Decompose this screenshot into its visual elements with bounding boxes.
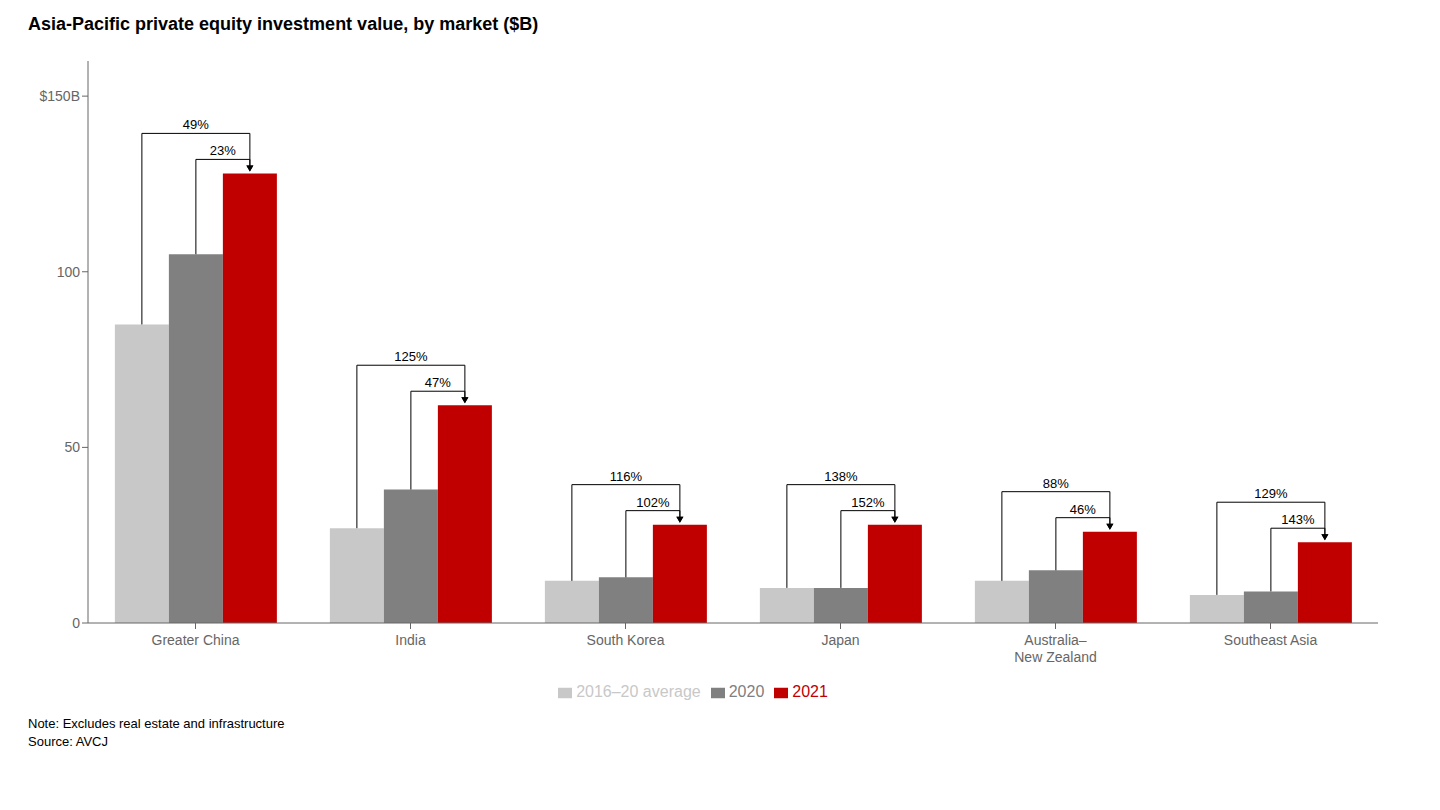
svg-text:88%: 88%	[1043, 476, 1069, 491]
svg-text:Southeast Asia: Southeast Asia	[1224, 632, 1318, 648]
svg-text:$150B: $150B	[40, 88, 80, 104]
html-text:Note: Excludes real estate and: Note: Excludes real estate and infrastru…	[28, 716, 285, 731]
svg-text:India: India	[395, 632, 426, 648]
svg-text:50: 50	[64, 439, 80, 455]
svg-text:Australia–New Zealand: Australia–New Zealand	[1014, 632, 1097, 665]
svg-text:116%: 116%	[610, 469, 643, 484]
svg-text:129%: 129%	[1254, 486, 1288, 501]
svg-text:49%: 49%	[183, 117, 209, 132]
svg-text:Japan: Japan	[821, 632, 859, 648]
svg-text:125%: 125%	[394, 349, 428, 364]
svg-text:152%: 152%	[851, 495, 885, 510]
svg-text:143%: 143%	[1281, 512, 1315, 527]
html-text:2020: 2020	[728, 683, 765, 700]
svg-text:0: 0	[72, 615, 80, 631]
html-text:Asia-Pacific private equity in: Asia-Pacific private equity investment v…	[28, 14, 539, 34]
html-text:2016–20 average: 2016–20 average	[576, 683, 701, 700]
html-text:2021: 2021	[792, 683, 828, 700]
svg-text:102%: 102%	[636, 495, 670, 510]
svg-text:South Korea: South Korea	[587, 632, 665, 648]
svg-text:23%: 23%	[210, 143, 236, 158]
html-text:Source: AVCJ: Source: AVCJ	[28, 734, 108, 749]
svg-text:46%: 46%	[1070, 502, 1096, 517]
svg-text:Greater China: Greater China	[152, 632, 240, 648]
svg-text:100: 100	[57, 264, 81, 280]
svg-text:138%: 138%	[824, 469, 858, 484]
svg-text:47%: 47%	[425, 375, 451, 390]
